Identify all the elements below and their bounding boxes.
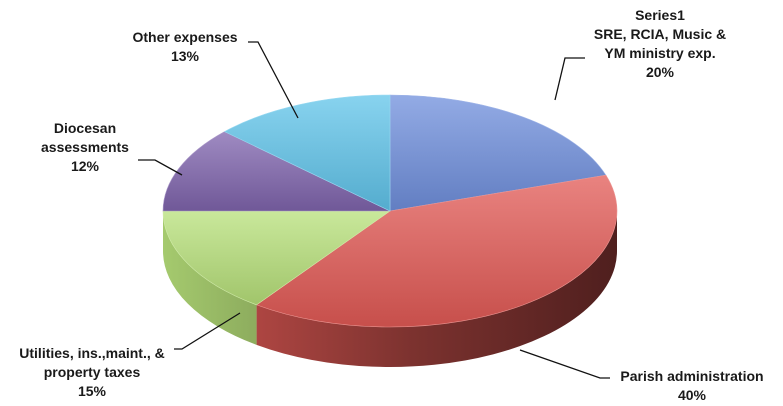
data-label-text: Utilities, ins.,maint., & [19, 345, 164, 361]
data-label-percent: 20% [646, 64, 675, 80]
data-label-3: Diocesan assessments 12% [41, 120, 129, 174]
leader-lines [138, 41, 610, 379]
pie-slice-4 [223, 94, 391, 212]
leader-line-4 [248, 41, 299, 119]
data-label-text: Series1 [635, 7, 685, 23]
data-label-text: YM ministry exp. [604, 45, 715, 61]
data-label-percent: 40% [678, 387, 707, 403]
data-label-0: Series1 SRE, RCIA, Music & YM ministry exp… [594, 7, 726, 80]
data-label-percent: 15% [78, 383, 107, 399]
leader-line-3 [138, 159, 183, 176]
pie-slice-1 [255, 174, 618, 328]
pie-side-1 [256, 211, 617, 367]
pie-slice-2 [162, 210, 391, 306]
data-label-2: Utilities, ins.,maint., & property taxes 1… [19, 345, 164, 399]
data-label-1: Parish administration 40% [620, 368, 763, 403]
pie-slice-3 [162, 131, 391, 212]
data-label-text: assessments [41, 139, 129, 155]
pie-slices [162, 94, 618, 328]
leader-line-1 [519, 349, 610, 379]
data-labels: Series1 SRE, RCIA, Music & YM ministry exp… [19, 7, 763, 403]
data-label-text: Diocesan [54, 120, 116, 136]
data-label-text: property taxes [44, 364, 141, 380]
data-label-text: Other expenses [132, 29, 237, 45]
data-label-text: Parish administration [620, 368, 763, 384]
data-label-4: Other expenses 13% [132, 29, 237, 64]
data-label-percent: 12% [71, 158, 100, 174]
pie-sides [163, 211, 617, 367]
leader-line-2 [174, 312, 241, 350]
leader-line-0 [554, 57, 585, 101]
pie-side-2 [163, 211, 257, 345]
data-label-text: SRE, RCIA, Music & [594, 26, 726, 42]
pie-slice-0 [389, 94, 607, 212]
data-label-percent: 13% [171, 48, 200, 64]
